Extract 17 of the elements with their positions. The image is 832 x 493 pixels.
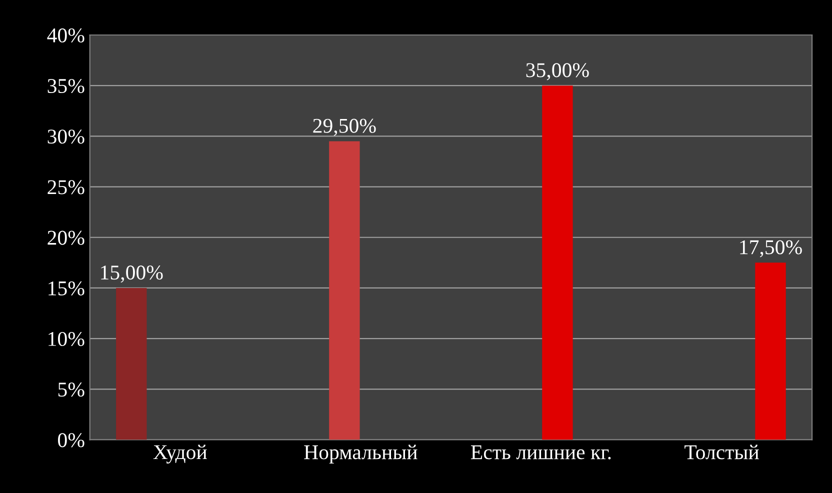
y-tick-label: 25%: [48, 180, 84, 194]
y-tick-label: 15%: [48, 281, 84, 296]
data-label: 17,50%: [740, 240, 802, 258]
y-tick-label: 20%: [48, 230, 84, 245]
data-label: 35,00%: [526, 63, 589, 80]
data-label: 15,00%: [101, 266, 163, 283]
y-tick-label: 5%: [58, 382, 84, 397]
x-tick-label: Есть лишние кг.: [470, 445, 611, 460]
y-tick-label: 30%: [48, 130, 84, 144]
x-tick-label: Худой: [153, 444, 207, 464]
y-tick-label: 10%: [48, 332, 84, 346]
x-tick-label: Толстый: [684, 444, 759, 460]
data-label: 29,50%: [313, 118, 376, 136]
y-tick-label: 35%: [48, 78, 84, 94]
x-tick-label: Нормальный: [304, 444, 418, 464]
y-tick-label: 0%: [58, 433, 84, 448]
y-tick-label: 40%: [47, 28, 84, 43]
